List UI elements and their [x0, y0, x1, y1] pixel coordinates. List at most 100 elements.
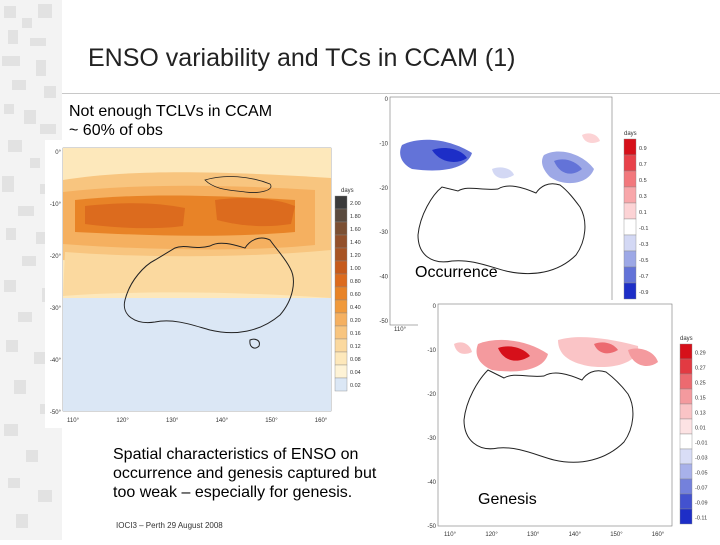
lat-tick-label: -20	[379, 186, 388, 192]
legend-swatch	[623, 170, 637, 188]
legend-label: 0.15	[695, 396, 706, 402]
lat-tick-label: -40	[427, 480, 436, 486]
legend-label: 0.25	[695, 381, 706, 387]
legend-swatch	[334, 221, 348, 236]
legend-label: 0.20	[350, 318, 361, 324]
occurrence-anomaly-shading	[400, 133, 600, 184]
occurrence-anomaly-map: 110° 0 -10 -20 -30 -40 -50 0.9 0.7 0.5 0.3 0.1 -0.…	[372, 95, 670, 333]
title-divider	[62, 93, 720, 94]
main-lon-axis: 110° 120° 130° 140° 150° 160°	[67, 418, 328, 424]
legend-label: -0.05	[695, 471, 708, 477]
lon-tick-label: 110°	[394, 327, 407, 333]
legend-swatch	[623, 202, 637, 220]
summary-line-1: Spatial characteristics of ENSO on	[113, 446, 359, 463]
legend-label: 0.04	[350, 370, 361, 376]
genesis-anomaly-shading	[454, 337, 658, 372]
legend-label: 0.7	[639, 162, 647, 168]
lon-tick-label: 130°	[527, 532, 540, 538]
legend-label: -0.5	[639, 258, 648, 264]
legend-swatch	[334, 351, 348, 366]
legend-swatch	[679, 463, 693, 480]
legend-label: -0.09	[695, 501, 708, 507]
legend-swatch	[679, 358, 693, 375]
legend-swatch	[334, 195, 348, 210]
lat-tick-label: -10°	[50, 202, 62, 208]
legend-label: 0.27	[695, 366, 706, 372]
main-map-graphic: 110° 120° 130° 140° 150° 160° 0° -10° -20° -30° -…	[50, 147, 361, 424]
legend-label: 1.80	[350, 214, 361, 220]
note-tclv-count: Not enough TCLVs in CCAM ~ 60% of obs	[69, 102, 272, 140]
legend-label: 0.12	[350, 344, 361, 350]
legend-swatch	[334, 377, 348, 392]
summary-line-3: too weak – especially for genesis.	[113, 484, 353, 501]
legend-swatch	[679, 418, 693, 435]
lat-tick-label: -10	[379, 141, 388, 147]
occurrence-lon-axis: 110°	[394, 327, 407, 333]
legend-swatch	[334, 338, 348, 353]
legend-label: 0.16	[350, 331, 361, 337]
legend-label: -0.01	[695, 441, 708, 447]
main-lat-axis: 0° -10° -20° -30° -40° -50°	[50, 150, 62, 416]
lon-tick-label: 110°	[444, 532, 457, 538]
lon-tick-label: 130°	[166, 418, 179, 424]
lat-tick-label: -10	[427, 348, 436, 354]
lat-tick-label: -20°	[50, 254, 62, 260]
legend-swatch	[334, 286, 348, 301]
legend-swatch	[334, 325, 348, 340]
legend-swatch	[679, 508, 693, 525]
lat-tick-label: 0	[385, 97, 389, 103]
lat-tick-label: -50	[427, 524, 436, 530]
lon-tick-label: 160°	[652, 532, 665, 538]
new-guinea-outline	[204, 176, 272, 193]
genesis-legend-unit: days	[680, 336, 693, 342]
lat-tick-label: -50	[379, 319, 388, 325]
occurrence-label: Occurrence	[415, 264, 498, 281]
legend-swatch	[623, 154, 637, 172]
legend-label: 0.1	[639, 210, 647, 216]
lat-tick-label: -30°	[50, 306, 62, 312]
legend-swatch	[334, 208, 348, 223]
main-map-shading	[63, 148, 331, 411]
legend-label: 2.00	[350, 201, 361, 207]
legend-swatch	[623, 266, 637, 284]
australia-coastline	[123, 237, 294, 334]
legend-label: 0.02	[350, 383, 361, 389]
occurrence-legend-unit: days	[624, 131, 637, 137]
genesis-anomaly-map: 110° 120° 130° 140° 150° 160° 0 -10 -20 -30 -40 -5…	[418, 300, 720, 540]
lon-tick-label: 110°	[67, 418, 80, 424]
occurrence-coastline	[417, 183, 586, 275]
legend-label: 0.5	[639, 178, 647, 184]
summary-text: Spatial characteristics of ENSO on occur…	[113, 445, 376, 502]
tasmania-outline	[249, 338, 260, 349]
occurrence-lat-axis: 0 -10 -20 -30 -40 -50	[379, 97, 388, 325]
genesis-lat-axis: 0 -10 -20 -30 -40 -50	[427, 304, 436, 530]
lon-tick-label: 150°	[265, 418, 278, 424]
legend-label: 0.29	[695, 351, 706, 357]
occurrence-legend: 0.9 0.7 0.5 0.3 0.1 -0.1 -0.3 -0.5 -0.7 -0.9	[623, 138, 648, 300]
legend-label: 0.60	[350, 292, 361, 298]
legend-label: -0.07	[695, 486, 708, 492]
legend-label: -0.1	[639, 226, 648, 232]
legend-swatch	[679, 433, 693, 450]
legend-label: 0.01	[695, 426, 706, 432]
legend-swatch	[334, 299, 348, 314]
legend-swatch	[679, 493, 693, 510]
legend-label: -0.3	[639, 242, 648, 248]
lat-tick-label: -50°	[50, 410, 62, 416]
legend-swatch	[334, 364, 348, 379]
lat-tick-label: 0°	[55, 150, 61, 156]
legend-swatch	[679, 373, 693, 390]
slide-title: ENSO variability and TCs in CCAM (1)	[88, 44, 516, 72]
legend-swatch	[334, 247, 348, 262]
lat-tick-label: 0	[433, 304, 437, 310]
lon-tick-label: 140°	[569, 532, 582, 538]
legend-swatch	[334, 234, 348, 249]
genesis-lon-axis: 110° 120° 130° 140° 150° 160°	[444, 532, 665, 538]
legend-swatch	[623, 138, 637, 156]
legend-label: 0.13	[695, 411, 706, 417]
genesis-label: Genesis	[478, 491, 537, 508]
legend-swatch	[679, 478, 693, 495]
lat-tick-label: -20	[427, 392, 436, 398]
legend-label: 0.08	[350, 357, 361, 363]
note-line-1: Not enough TCLVs in CCAM	[69, 103, 273, 120]
